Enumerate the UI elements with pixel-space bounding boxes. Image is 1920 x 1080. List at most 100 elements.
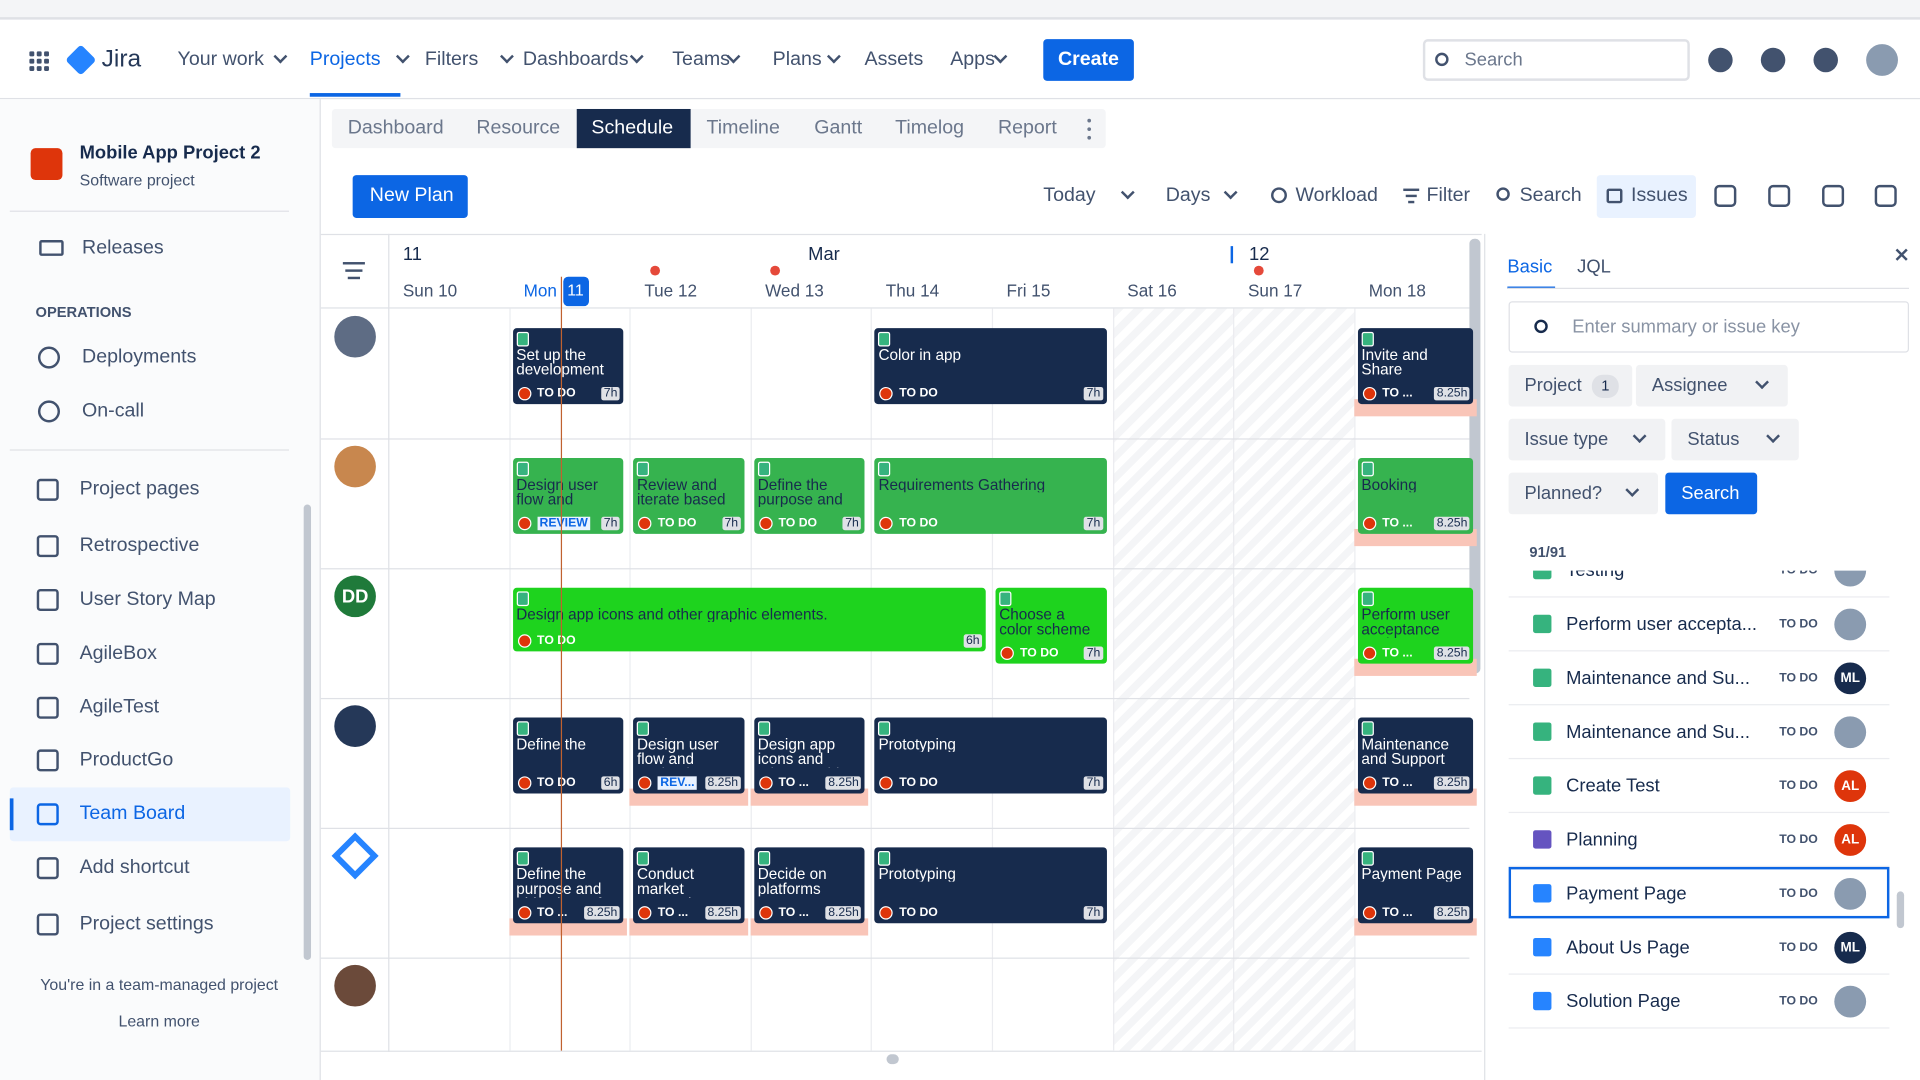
status-filter[interactable]: [1671, 418, 1799, 461]
task-card[interactable]: Set up the development TO DO 7h: [512, 328, 624, 405]
tab[interactable]: Schedule: [591, 117, 674, 139]
panel-search-placeholder[interactable]: Enter summary or issue key: [1572, 316, 1800, 338]
issue-title[interactable]: About Us Page: [1566, 937, 1690, 959]
task-card[interactable]: Color in app TO DO 7h: [874, 328, 1107, 405]
nav-item[interactable]: Teams: [672, 48, 730, 70]
toolbar-icon[interactable]: [1874, 184, 1897, 207]
task-card[interactable]: Design app icons and other graphic eleme…: [512, 587, 986, 652]
search-placeholder[interactable]: Search: [1464, 49, 1523, 71]
card-title[interactable]: Design user flow and navigation.: [636, 737, 719, 768]
user-avatar[interactable]: [1866, 44, 1898, 76]
sidebar-item[interactable]: Retrospective: [79, 535, 200, 556]
sidebar-item[interactable]: Team Board: [79, 803, 186, 825]
card-title[interactable]: Maintenance and Support: [1361, 737, 1450, 767]
issues-toggle[interactable]: [1596, 175, 1696, 218]
task-card[interactable]: Booking TO ... 8.25h: [1357, 457, 1474, 534]
sidebar-item[interactable]: Add shortcut: [79, 857, 190, 878]
sidebar-item[interactable]: ProductGo: [79, 749, 174, 771]
issue-title[interactable]: Create Test: [1566, 775, 1660, 797]
task-card[interactable]: Design app icons and other graphic TO ...…: [754, 717, 865, 794]
toolbar-item[interactable]: Days: [1165, 184, 1211, 206]
card-title[interactable]: Color in app: [878, 347, 961, 363]
new-plan-label[interactable]: New Plan: [369, 184, 454, 206]
sidebar-item[interactable]: Deployments: [82, 346, 197, 368]
nav-item[interactable]: Assets: [864, 48, 924, 70]
sidebar-item[interactable]: AgileTest: [79, 696, 160, 718]
task-card[interactable]: Review and iterate based TO DO 7h: [633, 457, 745, 534]
card-title[interactable]: Decide on platforms: [757, 866, 827, 897]
tab[interactable]: Gantt: [814, 117, 863, 139]
issue-type-filter[interactable]: [1508, 418, 1666, 461]
panel-search-label[interactable]: Search: [1681, 483, 1740, 504]
sidebar-item[interactable]: Releases: [82, 237, 164, 259]
planned-filter[interactable]: [1508, 472, 1658, 515]
nav-icon[interactable]: [1813, 47, 1838, 73]
tab[interactable]: Timelog: [895, 117, 965, 139]
card-title[interactable]: Choose a color scheme: [999, 607, 1091, 637]
sidebar-item[interactable]: AgileBox: [79, 642, 157, 664]
card-title[interactable]: Prototyping: [878, 737, 956, 752]
issue-title[interactable]: Payment Page: [1566, 883, 1687, 905]
card-title[interactable]: Conduct market research to: [636, 866, 714, 898]
task-card[interactable]: Define the purpose and objectives of TO .…: [512, 847, 624, 924]
panel-search[interactable]: [1508, 301, 1909, 353]
card-title[interactable]: Design app icons and other graphic: [757, 737, 847, 768]
panel-search-button[interactable]: [1665, 472, 1758, 515]
task-card[interactable]: Design user flow and REVIEW 7h: [512, 457, 624, 534]
card-title[interactable]: Design user flow and: [516, 477, 598, 507]
card-title[interactable]: Booking: [1361, 477, 1417, 493]
card-title[interactable]: Invite and Share: [1361, 347, 1428, 378]
toolbar-icon[interactable]: [1822, 184, 1845, 207]
toolbar-item[interactable]: Workload: [1295, 184, 1378, 206]
card-title[interactable]: Payment Page: [1361, 866, 1462, 882]
task-card[interactable]: Prototyping TO DO 7h: [874, 717, 1107, 794]
issue-title[interactable]: Maintenance and Su...: [1566, 721, 1750, 743]
toolbar-item[interactable]: Today: [1043, 184, 1096, 206]
nav-item[interactable]: Your work: [177, 48, 264, 70]
create-label[interactable]: Create: [1057, 48, 1119, 70]
sidebar-item[interactable]: On-call: [82, 400, 145, 422]
task-card[interactable]: Requirements Gathering TO DO 7h: [874, 457, 1107, 534]
issue-title[interactable]: Planning: [1566, 829, 1638, 851]
panel-tab[interactable]: JQL: [1577, 256, 1611, 278]
nav-icon[interactable]: [1760, 47, 1786, 73]
toolbar-icon[interactable]: [1768, 184, 1791, 207]
learn-more[interactable]: Learn more: [118, 1012, 200, 1031]
tab[interactable]: Dashboard: [347, 117, 444, 139]
card-title[interactable]: Define the purpose and: [757, 477, 843, 507]
card-title[interactable]: Perform user acceptance testing: [1361, 607, 1450, 638]
new-plan-button[interactable]: [352, 175, 468, 218]
sidebar-item[interactable]: User Story Map: [79, 588, 216, 610]
toolbar-item[interactable]: Search: [1519, 184, 1582, 206]
card-title[interactable]: Define the purpose and objectives of: [516, 866, 602, 898]
card-title[interactable]: Define the: [516, 737, 587, 752]
card-title[interactable]: Prototyping: [878, 866, 956, 882]
task-card[interactable]: Maintenance and Support TO ... 8.25h: [1357, 717, 1474, 794]
toolbar-item[interactable]: Issues: [1631, 184, 1688, 206]
card-title[interactable]: Design app icons and other graphic eleme…: [516, 607, 828, 623]
task-card[interactable]: Define the TO DO 6h: [512, 717, 624, 794]
issue-title[interactable]: Solution Page: [1566, 991, 1681, 1013]
issue-title[interactable]: Maintenance and Su...: [1566, 667, 1750, 689]
task-card[interactable]: Perform user acceptance testing TO ... 8.2…: [1357, 587, 1474, 664]
card-title[interactable]: Requirements Gathering: [878, 477, 1046, 493]
sidebar-item[interactable]: Project settings: [79, 913, 214, 935]
task-card[interactable]: Design user flow and navigation. REV... 8.…: [633, 717, 745, 794]
tab[interactable]: Timeline: [706, 117, 780, 139]
planned-filter-label[interactable]: Planned?: [1524, 483, 1603, 504]
card-title[interactable]: Set up the development: [516, 347, 604, 377]
nav-item[interactable]: Filters: [424, 48, 479, 70]
create-button[interactable]: [1043, 39, 1134, 81]
assignee-filter-label[interactable]: Assignee: [1651, 375, 1728, 397]
nav-item[interactable]: Projects: [309, 48, 381, 70]
nav-item[interactable]: Dashboards: [522, 48, 629, 70]
panel-tab[interactable]: Basic: [1507, 256, 1553, 278]
issue-title[interactable]: Testing: [1566, 570, 1625, 582]
project-filter-label[interactable]: Project: [1524, 375, 1582, 397]
tab[interactable]: Resource: [476, 117, 561, 139]
task-card[interactable]: Conduct market research to TO ... 8.25h: [633, 847, 745, 924]
sidebar-item[interactable]: Project pages: [79, 478, 200, 500]
toolbar-icon[interactable]: [1714, 184, 1737, 207]
assignee-filter[interactable]: [1635, 364, 1788, 407]
task-card[interactable]: Define the purpose and TO DO 7h: [754, 457, 865, 534]
